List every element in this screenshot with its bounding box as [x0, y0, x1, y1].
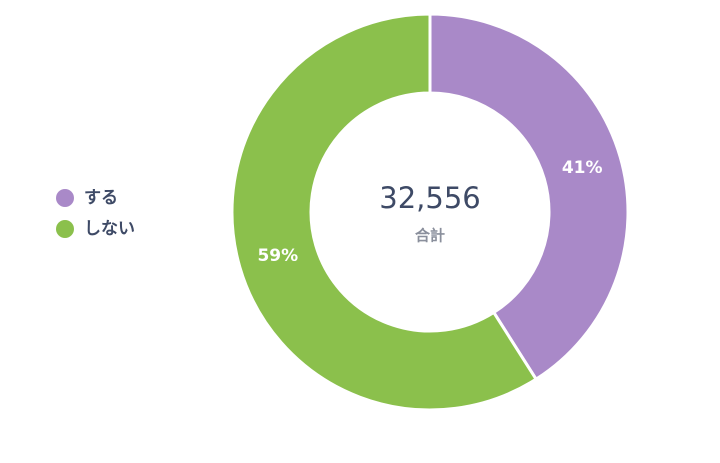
- value-label: 41%: [562, 158, 603, 178]
- donut-slice: [428, 12, 630, 382]
- legend-label: しない: [84, 219, 135, 239]
- legend-marker: [56, 220, 74, 238]
- value-label: 59%: [257, 246, 298, 266]
- total-caption: 合計: [414, 227, 445, 245]
- donut-slice: [230, 12, 539, 412]
- legend-label: する: [84, 188, 118, 208]
- total-value: 32,556: [379, 181, 480, 215]
- legend-marker: [56, 189, 74, 207]
